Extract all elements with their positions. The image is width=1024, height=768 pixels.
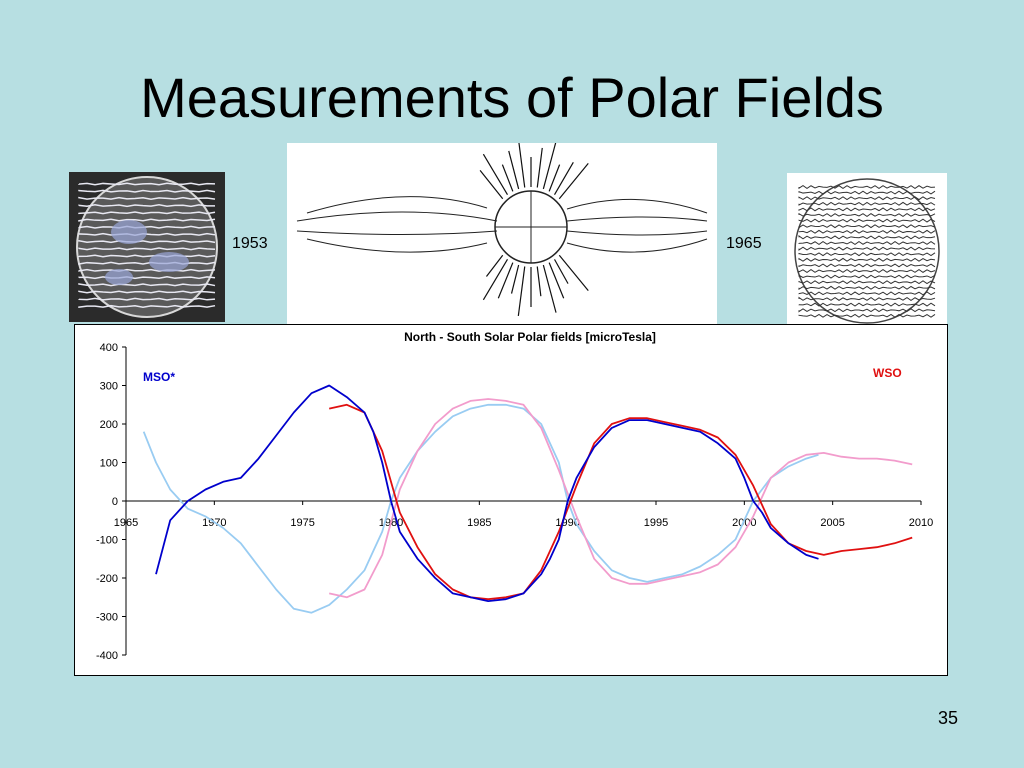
chart-canvas: North - South Solar Polar fields [microT…: [96, 330, 933, 662]
x-tick-label: 1975: [290, 517, 314, 529]
polar-field-sketch-image: [287, 138, 717, 325]
x-tick-label: 1995: [644, 517, 668, 529]
legend-label-wso: WSO: [873, 366, 902, 380]
series-line-mso-1: [142, 403, 819, 614]
chart-title: North - South Solar Polar fields [microT…: [404, 330, 656, 344]
magnetogram-1953-image: [69, 172, 225, 322]
year-label-1965: 1965: [726, 235, 762, 252]
year-label-1953: 1953: [232, 235, 268, 252]
y-tick-label: -300: [96, 612, 118, 624]
y-tick-label: 400: [100, 342, 118, 354]
y-tick-label: -400: [96, 650, 118, 662]
magnetogram-1965-image: [787, 173, 947, 326]
polar-fields-chart: North - South Solar Polar fields [microT…: [74, 324, 948, 676]
y-tick-label: 0: [112, 496, 118, 508]
series-line-mso-0: [155, 384, 819, 603]
series-line-wso-2: [329, 403, 913, 601]
x-tick-label: 2010: [909, 517, 933, 529]
x-tick-label: 2005: [820, 517, 844, 529]
x-tick-label: 1965: [114, 517, 138, 529]
page-number: 35: [938, 708, 959, 728]
y-tick-label: -100: [96, 535, 118, 547]
y-tick-label: 100: [100, 458, 118, 470]
y-tick-label: 300: [100, 381, 118, 393]
y-tick-label: -200: [96, 573, 118, 585]
slide-title: Measurements of Polar Fields: [140, 66, 884, 129]
legend-label-mso: MSO*: [143, 370, 175, 384]
series-line-wso-3: [329, 398, 913, 599]
y-tick-label: 200: [100, 419, 118, 431]
x-tick-label: 1985: [467, 517, 491, 529]
